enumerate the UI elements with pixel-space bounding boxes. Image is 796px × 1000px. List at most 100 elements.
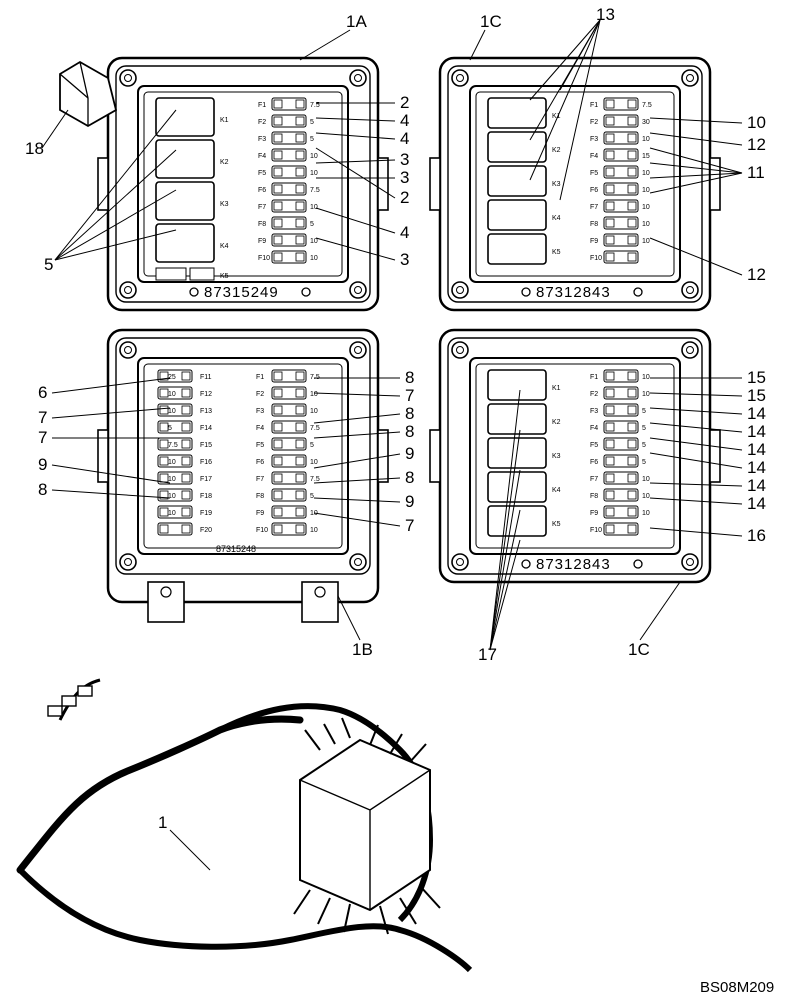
svg-text:5: 5 — [168, 425, 172, 432]
svg-text:10: 10 — [168, 510, 176, 517]
svg-text:10: 10 — [310, 527, 318, 534]
callout-1C-top: 1C — [480, 12, 502, 31]
svg-text:K5: K5 — [220, 273, 229, 280]
svg-text:K3: K3 — [552, 453, 561, 460]
callout-3a: 3 — [400, 150, 409, 169]
callout-14a: 14 — [747, 404, 766, 423]
svg-text:10: 10 — [642, 221, 650, 228]
svg-text:5: 5 — [310, 221, 314, 228]
svg-text:F6: F6 — [258, 187, 266, 194]
svg-text:F19: F19 — [200, 510, 212, 517]
svg-text:K3: K3 — [552, 181, 561, 188]
callout-8d: 8 — [405, 422, 414, 441]
callout-11: 11 — [747, 163, 765, 182]
svg-text:10: 10 — [642, 510, 650, 517]
callout-15a: 15 — [747, 368, 766, 387]
callout-8a: 8 — [38, 480, 47, 499]
callout-18: 18 — [25, 139, 44, 158]
svg-text:F6: F6 — [256, 459, 264, 466]
svg-text:F5: F5 — [258, 170, 266, 177]
svg-text:F10: F10 — [256, 527, 268, 534]
svg-text:F4: F4 — [590, 153, 598, 160]
callout-7d: 7 — [405, 516, 414, 535]
svg-text:F16: F16 — [200, 459, 212, 466]
svg-text:F1: F1 — [590, 102, 598, 109]
svg-text:10: 10 — [310, 170, 318, 177]
svg-text:F8: F8 — [590, 493, 598, 500]
svg-text:F2: F2 — [590, 119, 598, 126]
svg-text:7.5: 7.5 — [168, 442, 178, 449]
serial-1A: 87315249 — [204, 284, 279, 301]
svg-text:10: 10 — [642, 187, 650, 194]
svg-text:F3: F3 — [590, 136, 598, 143]
svg-text:7.5: 7.5 — [310, 476, 320, 483]
callout-6: 6 — [38, 383, 47, 402]
svg-text:F2: F2 — [256, 391, 264, 398]
svg-text:F20: F20 — [200, 527, 212, 534]
svg-text:F4: F4 — [258, 153, 266, 160]
svg-text:F6: F6 — [590, 187, 598, 194]
svg-text:F5: F5 — [256, 442, 264, 449]
svg-text:F9: F9 — [258, 238, 266, 245]
svg-text:F5: F5 — [590, 170, 598, 177]
callout-15b: 15 — [747, 386, 766, 405]
svg-text:7.5: 7.5 — [310, 425, 320, 432]
svg-text:F8: F8 — [256, 493, 264, 500]
svg-text:F18: F18 — [200, 493, 212, 500]
svg-text:F1: F1 — [590, 374, 598, 381]
callout-13: 13 — [596, 5, 615, 24]
svg-text:K4: K4 — [220, 243, 229, 250]
serial-1C-bot: 87312843 — [536, 556, 611, 573]
svg-text:K2: K2 — [220, 159, 229, 166]
svg-text:10: 10 — [168, 459, 176, 466]
svg-text:10: 10 — [310, 408, 318, 415]
svg-text:5: 5 — [642, 408, 646, 415]
svg-text:5: 5 — [642, 442, 646, 449]
svg-text:10: 10 — [168, 391, 176, 398]
svg-text:F7: F7 — [590, 476, 598, 483]
svg-text:F9: F9 — [590, 238, 598, 245]
svg-text:K3: K3 — [220, 201, 229, 208]
callout-7a: 7 — [38, 408, 47, 427]
svg-text:10: 10 — [310, 204, 318, 211]
svg-text:F3: F3 — [256, 408, 264, 415]
callout-7c: 7 — [405, 386, 414, 405]
svg-text:F15: F15 — [200, 442, 212, 449]
svg-text:F10: F10 — [590, 527, 602, 534]
fusebox-1A: K1K2K3K4K5 F17.5F25F35F410F510F67.5F710F… — [98, 58, 388, 310]
callout-7b: 7 — [38, 428, 47, 447]
svg-text:K1: K1 — [220, 117, 229, 124]
svg-text:10: 10 — [642, 204, 650, 211]
svg-text:5: 5 — [310, 136, 314, 143]
callout-8e: 8 — [405, 468, 414, 487]
svg-text:F10: F10 — [258, 255, 270, 262]
callout-14f: 14 — [747, 494, 766, 513]
svg-text:5: 5 — [642, 425, 646, 432]
svg-text:K5: K5 — [552, 249, 561, 256]
svg-text:F3: F3 — [258, 136, 266, 143]
callout-9c: 9 — [405, 492, 414, 511]
callout-8c: 8 — [405, 404, 414, 423]
serial-1C-top: 87312843 — [536, 284, 611, 301]
svg-text:K4: K4 — [552, 215, 561, 222]
svg-text:10: 10 — [168, 493, 176, 500]
fusebox-1C-bot: K1K2K3K4K5 F110F210F35F45F55F65F710F810F… — [430, 330, 720, 582]
svg-text:10: 10 — [642, 170, 650, 177]
callout-1A: 1A — [346, 12, 367, 31]
svg-text:F8: F8 — [590, 221, 598, 228]
svg-text:F17: F17 — [200, 476, 212, 483]
callout-10: 10 — [747, 113, 766, 132]
callout-1C-bot: 1C — [628, 640, 650, 659]
svg-text:10: 10 — [168, 408, 176, 415]
svg-text:F1: F1 — [256, 374, 264, 381]
callout-14c: 14 — [747, 440, 766, 459]
drawing-number: BS08M209 — [700, 979, 774, 996]
callout-4c: 4 — [400, 223, 409, 242]
svg-text:F10: F10 — [590, 255, 602, 262]
svg-text:10: 10 — [642, 391, 650, 398]
svg-text:K5: K5 — [552, 521, 561, 528]
callout-1B: 1B — [352, 640, 373, 659]
callout-4a: 4 — [400, 111, 409, 130]
svg-text:F4: F4 — [590, 425, 598, 432]
svg-text:10: 10 — [310, 255, 318, 262]
